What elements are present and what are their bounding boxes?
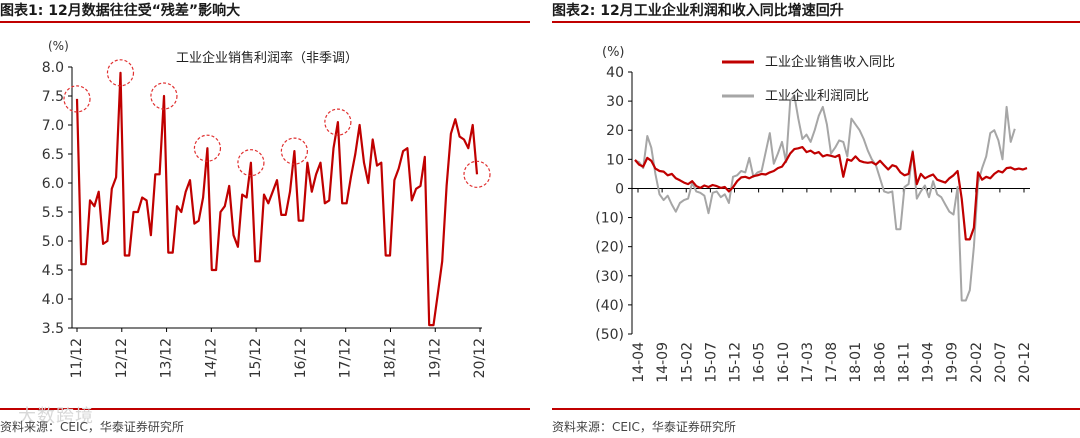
y-tick-label: 5.5 — [42, 205, 64, 221]
x-tick-label: 16/12 — [293, 338, 309, 378]
left-chart-title: 图表1: 12月数据往往受“残差”影响大 — [0, 3, 241, 19]
x-tick-label: 16-10 — [776, 342, 792, 383]
highlight-circle — [193, 134, 222, 162]
right-panel: 图表2: 12月工业企业利润和收入同比增速回升 (50) (40) (30) (20)… — [552, 0, 1080, 438]
y-tick-label: 8.0 — [42, 60, 64, 76]
y-tick-label: 7.5 — [42, 89, 64, 105]
legend-label: 工业企业销售利润率（非季调） — [176, 50, 358, 66]
x-tick-label: 18-01 — [848, 342, 864, 383]
x-tick-label: 20-07 — [993, 342, 1009, 383]
x-tick-label: 17-03 — [800, 342, 816, 383]
x-tick-label: 20-02 — [969, 342, 985, 383]
legend-label-revenue: 工业企业销售收入同比 — [765, 54, 895, 70]
x-tick-label: 20-12 — [1017, 342, 1033, 383]
left-bottom-rule — [0, 408, 530, 410]
y-tick-label: (10) — [595, 211, 624, 227]
x-tick-label: 15/12 — [248, 338, 264, 378]
x-tick-label: 11/12 — [69, 338, 85, 378]
left-top-rule — [0, 21, 530, 23]
y-tick-label: 7.0 — [42, 118, 64, 134]
y-tick-label: 5.0 — [42, 234, 64, 250]
y-tick-label: 0 — [615, 181, 624, 197]
y-unit-label: (%) — [48, 39, 69, 53]
y-tick-label: 40 — [606, 65, 624, 81]
y-tick-label: 4.5 — [42, 263, 64, 279]
x-tick-label: 14/12 — [203, 338, 219, 378]
y-tick-label: 20 — [606, 123, 624, 139]
x-tick-label: 19/12 — [427, 338, 443, 378]
right-chart: (50) (40) (30) (20) (10) 0 10 20 30 40 (%) 14-04 14-… — [595, 45, 1033, 383]
x-tick-label: 15-02 — [679, 342, 695, 383]
x-tick-label: 16-05 — [752, 342, 768, 383]
x-tick-label: 15-07 — [703, 342, 719, 383]
x-tick-label: 18-11 — [896, 342, 912, 383]
x-tick-label: 17/12 — [338, 338, 354, 378]
x-tick-label: 15-12 — [728, 342, 744, 383]
right-top-rule — [552, 21, 1080, 23]
x-tick-label: 20/12 — [472, 338, 488, 378]
x-tick-label: 17-08 — [824, 342, 840, 383]
highlight-circle — [106, 59, 135, 87]
x-tick-label: 18-06 — [872, 342, 888, 383]
y-unit-label: (%) — [602, 45, 625, 60]
series-line-profit-yoy — [634, 94, 1016, 302]
x-tick-label: 14-09 — [655, 342, 671, 383]
highlight-circle — [463, 160, 491, 188]
x-tick-label: 19-04 — [921, 342, 937, 383]
highlight-circle — [150, 82, 178, 110]
y-tick-label: 6.5 — [42, 147, 64, 163]
y-tick-label: 3.5 — [42, 321, 64, 337]
x-tick-label: 12/12 — [114, 338, 130, 378]
left-source-note: 资料来源：CEIC，华泰证券研究所 — [0, 420, 184, 434]
right-chart-title: 图表2: 12月工业企业利润和收入同比增速回升 — [552, 3, 844, 19]
x-tick-label: 18/12 — [382, 338, 398, 378]
y-tick-label: 4.0 — [42, 292, 64, 308]
y-tick-label: (30) — [595, 269, 624, 285]
right-source-note: 资料来源：CEIC，华泰证券研究所 — [552, 420, 736, 434]
series-line-profit-margin — [75, 71, 479, 327]
y-tick-label: 10 — [606, 152, 624, 168]
highlight-circle — [280, 137, 308, 165]
y-tick-label: (40) — [595, 298, 624, 314]
y-tick-label: (20) — [595, 240, 624, 256]
highlight-circle — [324, 108, 352, 136]
y-tick-label: 6.0 — [42, 176, 64, 192]
y-tick-label: 30 — [606, 94, 624, 110]
highlight-circle — [237, 149, 265, 177]
x-tick-label: 14-04 — [631, 342, 647, 383]
y-tick-label: (50) — [595, 327, 624, 343]
x-tick-label: 13/12 — [159, 338, 175, 378]
highlight-circle — [63, 85, 91, 113]
right-bottom-rule — [552, 408, 1080, 410]
x-tick-label: 19-09 — [945, 342, 961, 383]
watermark: 大数跨境 — [18, 406, 94, 427]
left-chart: 3.5 4.0 4.5 5.0 5.5 6.0 6.5 7.0 7.5 8.0 (%) 11/12 12… — [42, 39, 491, 378]
legend-label-profit: 工业企业利润同比 — [765, 88, 869, 104]
series-line-revenue-yoy — [634, 146, 1028, 241]
left-panel: 图表1: 12月数据往往受“残差”影响大 3.5 4.0 4.5 5.0 5.5 6.0 6… — [0, 0, 530, 438]
